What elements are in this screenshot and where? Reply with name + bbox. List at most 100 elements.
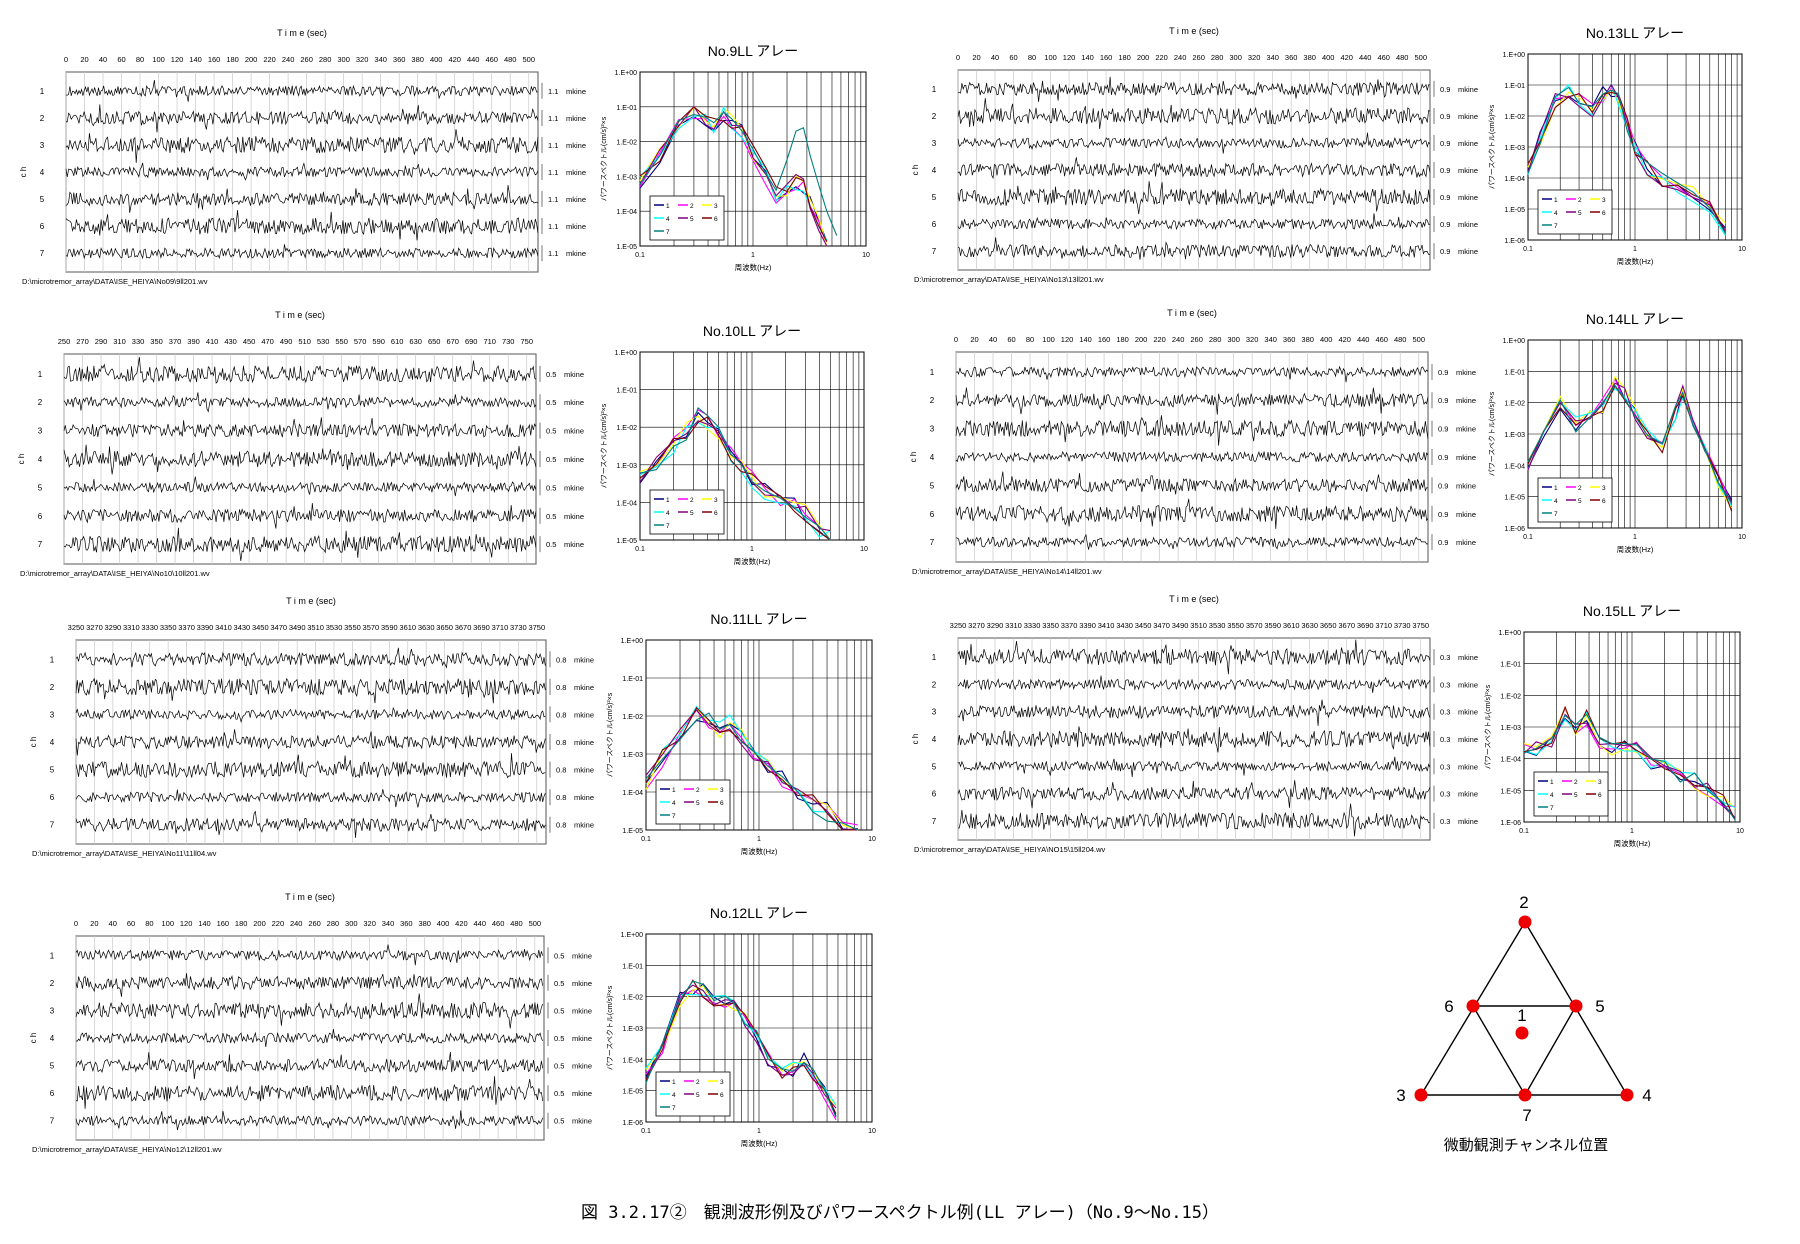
waveform-trace-ch2 <box>955 387 1429 415</box>
scale-unit: mkine <box>566 222 586 231</box>
waveform-tick-label: 300 <box>337 55 350 64</box>
spectrum-y-tick: 1.E-01 <box>1504 369 1525 376</box>
scale-value: 0.3 <box>1440 762 1450 771</box>
waveform-tick-label: 120 <box>180 919 193 928</box>
waveform-tick-label: 3430 <box>234 623 251 632</box>
legend-entry: 5 <box>696 1092 700 1099</box>
spectrum-x-tick: 0.1 <box>635 546 645 553</box>
scale-value: 0.5 <box>554 1034 564 1043</box>
scale-unit: mkine <box>1456 510 1476 519</box>
spectrum-y-tick: 1.E-02 <box>1504 114 1525 121</box>
waveform-trace-ch3 <box>955 415 1429 446</box>
waveform-tick-label: 260 <box>1190 335 1203 344</box>
scale-unit: mkine <box>1456 453 1476 462</box>
spectrum-y-tick: 1.E-03 <box>616 463 637 470</box>
channel-label-7: 7 <box>930 538 935 547</box>
scale-unit: mkine <box>566 249 586 258</box>
waveform-tick-label: 240 <box>1174 53 1187 62</box>
waveform-tick-label: 440 <box>474 919 487 928</box>
waveform-tick-label: 500 <box>529 919 542 928</box>
legend-entry: 1 <box>666 497 670 504</box>
waveform-tick-label: 380 <box>1301 335 1314 344</box>
scale-value: 1.1 <box>548 87 558 96</box>
scale-value: 1.1 <box>548 168 558 177</box>
spectrum-y-tick: 1.E-05 <box>1504 207 1525 214</box>
spectrum-x-tick: 0.1 <box>1523 534 1533 541</box>
array-point-label: 2 <box>1519 893 1528 912</box>
spectrum-panel-no14: No.14LL アレー 1.E+00 1.E-01 1.E-02 1.E-03 1.E-0… <box>1488 311 1746 554</box>
spectrum-ylabel: パワースペクトル(cm/s)²×s <box>1484 684 1492 769</box>
scale-unit: mkine <box>566 168 586 177</box>
waveform-tick-label: 3430 <box>1116 621 1133 630</box>
channel-label-3: 3 <box>38 427 43 436</box>
waveform-tick-label: 690 <box>465 337 478 346</box>
scale-value: 0.5 <box>554 979 564 988</box>
spectrum-series-5 <box>645 709 858 831</box>
waveform-tick-label: 3270 <box>968 621 985 630</box>
spectrum-title: No.15LL アレー <box>1583 603 1681 619</box>
legend-entry: 4 <box>666 216 670 223</box>
legend-entry: 2 <box>690 497 694 504</box>
waveform-panel-no10: T i m e (sec)250 270 290 310 330 350 370 390 410… <box>17 310 584 578</box>
scale-value: 0.5 <box>554 1062 564 1071</box>
scale-value: 0.5 <box>546 427 556 436</box>
spectrum-y-tick: 1.E+00 <box>615 350 637 357</box>
waveform-tick-label: 3650 <box>1320 621 1337 630</box>
waveform-tick-label: 400 <box>1320 335 1333 344</box>
channel-label-3: 3 <box>930 425 935 434</box>
scale-value: 0.3 <box>1440 790 1450 799</box>
channel-label-7: 7 <box>50 1117 55 1126</box>
waveform-tick-label: 100 <box>1044 53 1057 62</box>
legend-entry: 3 <box>714 497 718 504</box>
legend-entry: 6 <box>1598 792 1602 799</box>
spectrum-x-tick: 1 <box>1633 246 1637 253</box>
waveform-tick-label: 260 <box>308 919 321 928</box>
channel-label-3: 3 <box>50 1006 55 1015</box>
channel-label-4: 4 <box>40 168 45 177</box>
waveform-tick-label: 3730 <box>1394 621 1411 630</box>
waveform-tick-label: 410 <box>206 337 219 346</box>
waveform-trace-ch7 <box>75 1110 544 1131</box>
spectrum-title: No.12LL アレー <box>710 905 808 921</box>
waveform-tick-label: 470 <box>261 337 274 346</box>
scale-unit: mkine <box>1456 368 1476 377</box>
channel-label-3: 3 <box>932 139 937 148</box>
spectrum-series-6 <box>1523 705 1736 821</box>
spectrum-y-tick: 1.E-03 <box>1504 432 1525 439</box>
spectrum-y-tick: 1.E-04 <box>1500 757 1521 764</box>
channel-label-7: 7 <box>932 247 937 256</box>
array-inner-triangle <box>1471 1005 1578 1097</box>
waveform-tick-label: 3630 <box>1301 621 1318 630</box>
legend-entry: 6 <box>1602 498 1606 505</box>
spectrum-panel-no12: No.12LL アレー 1.E+00 1.E-01 1.E-02 1.E-03 1.E-0… <box>606 905 876 1148</box>
channel-label-5: 5 <box>50 766 55 775</box>
waveform-frame <box>957 637 1431 841</box>
spectrum-y-tick: 1.E-05 <box>622 828 643 835</box>
waveform-tick-label: 240 <box>290 919 303 928</box>
scale-unit: mkine <box>564 540 584 549</box>
waveform-tick-label: 320 <box>363 919 376 928</box>
array-point-3 <box>1414 1088 1428 1102</box>
scale-unit: mkine <box>1458 139 1478 148</box>
data-file-path: D:\microtremor_array\DATA\ISE_HEIYA\No09… <box>22 277 208 286</box>
waveform-trace-ch5 <box>75 1052 544 1080</box>
waveform-title: T i m e (sec) <box>1169 594 1219 604</box>
waveform-tick-label: 590 <box>372 337 385 346</box>
channel-label-6: 6 <box>50 1089 55 1098</box>
waveform-tick-label: 290 <box>95 337 108 346</box>
waveform-tick-label: 3670 <box>455 623 472 632</box>
waveform-tick-label: 460 <box>492 919 505 928</box>
waveform-trace-ch1 <box>955 365 1429 383</box>
channel-label-7: 7 <box>40 249 45 258</box>
waveform-tick-label: 360 <box>400 919 413 928</box>
scale-unit: mkine <box>574 655 594 664</box>
legend-entry: 3 <box>1602 485 1606 492</box>
waveform-ylabel: c h <box>911 734 920 745</box>
waveform-trace-ch4 <box>63 444 537 475</box>
waveform-trace-ch7 <box>955 533 1428 550</box>
waveform-tick-label: 360 <box>1285 53 1298 62</box>
waveform-tick-label: 100 <box>152 55 165 64</box>
waveform-tick-label: 3290 <box>987 621 1004 630</box>
scale-unit: mkine <box>1458 680 1478 689</box>
